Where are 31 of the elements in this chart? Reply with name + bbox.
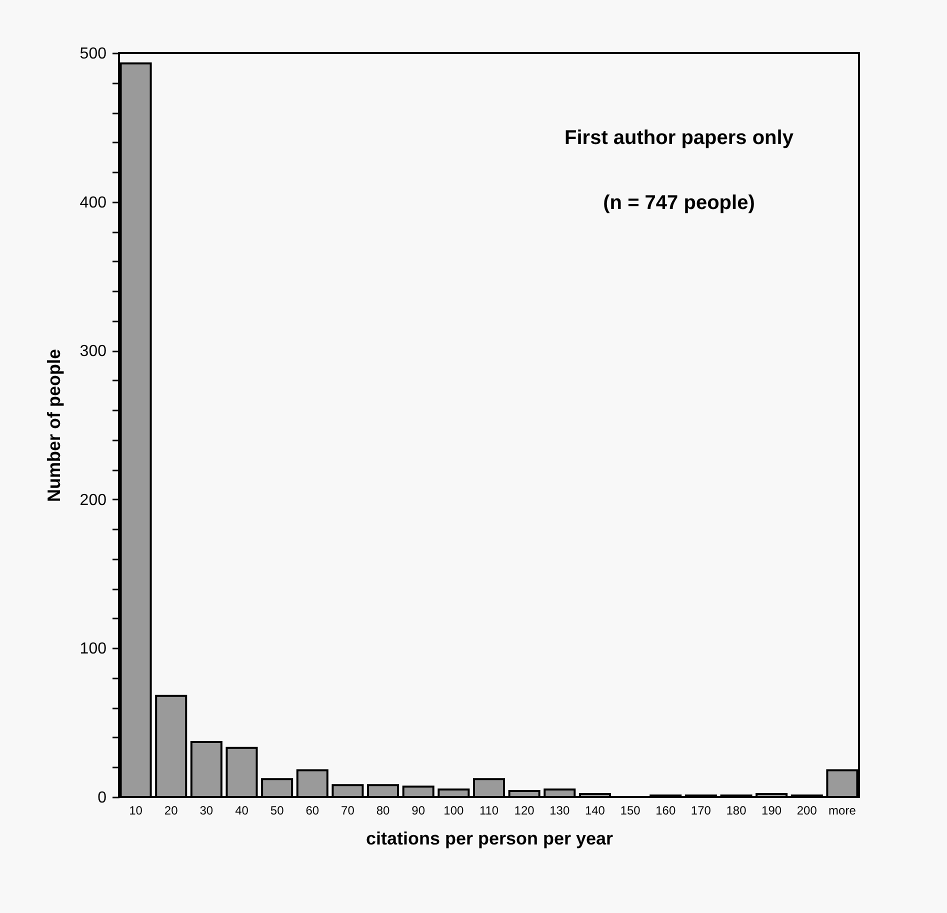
y-tick-label: 500	[80, 46, 107, 62]
y-tick-label: 400	[80, 194, 107, 212]
x-tick-label: 90	[412, 804, 426, 818]
annotation: (n = 747 people)	[603, 192, 755, 214]
y-axis-title: Number of people	[44, 348, 64, 502]
annotation: First author papers only	[564, 127, 794, 149]
x-tick-label: 150	[620, 804, 641, 818]
x-tick-label: 160	[656, 804, 676, 818]
x-tick-label: more	[828, 804, 856, 818]
x-tick-label: 10	[129, 804, 143, 818]
x-tick-label: 20	[164, 804, 178, 818]
y-tick-label: 200	[80, 492, 107, 509]
x-tick-label: 140	[584, 804, 606, 818]
x-tick-label: 200	[796, 804, 818, 818]
x-tick-label: 190	[762, 804, 782, 818]
x-tick-label: 130	[550, 804, 570, 818]
x-tick-label: 120	[514, 804, 535, 818]
x-tick-label: 40	[235, 804, 249, 818]
x-tick-label: 50	[270, 804, 284, 818]
x-tick-label: 100	[444, 804, 464, 818]
x-axis-title: citations per person per year	[366, 828, 614, 848]
y-tick-label: 0	[98, 790, 107, 806]
x-tick-label: 170	[690, 804, 712, 818]
x-tick-label: 180	[726, 804, 747, 818]
x-tick-label: 110	[479, 804, 499, 818]
y-tick-label: 300	[80, 343, 107, 360]
x-tick-label: 60	[306, 804, 320, 818]
y-tick-label: 100	[80, 640, 107, 658]
x-tick-label: 80	[376, 804, 390, 818]
x-tick-label: 70	[341, 804, 355, 818]
x-tick-label: 30	[200, 804, 214, 818]
